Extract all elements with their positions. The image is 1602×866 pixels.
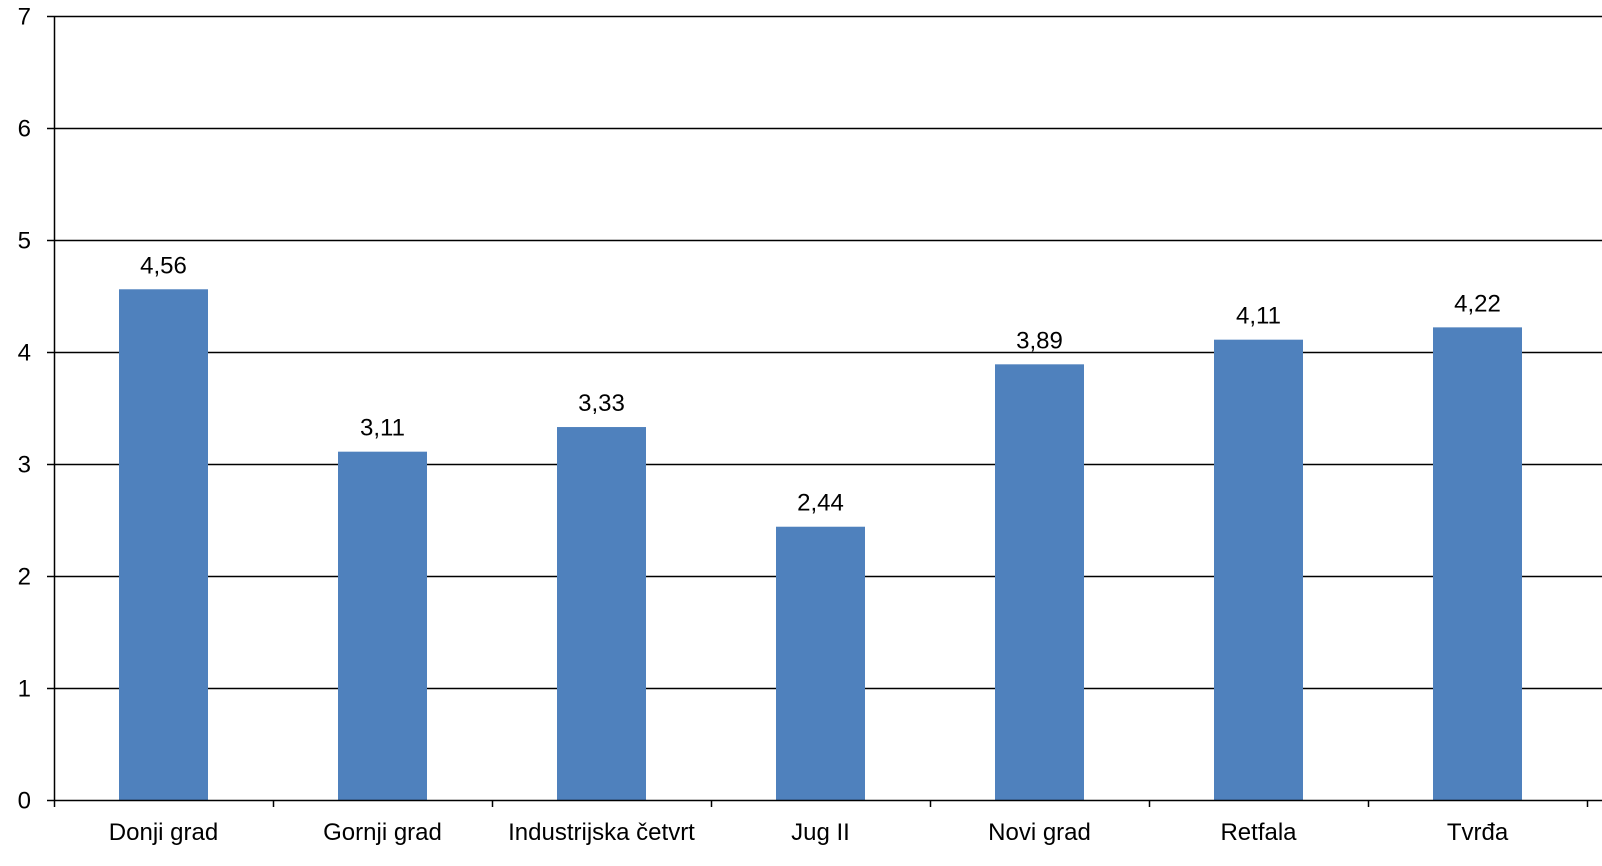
x-tick-label: Gornji grad [323,819,442,846]
x-tick-label: Jug II [791,819,850,846]
bar [1433,327,1522,800]
bars [119,289,1522,800]
y-tick-label: 1 [18,676,31,703]
y-tick-label: 3 [18,452,31,479]
bar [119,289,208,800]
data-label: 2,44 [797,490,844,517]
y-tick-label: 5 [18,228,31,255]
bar [995,364,1084,800]
x-tick-label: Tvrđa [1447,819,1509,846]
data-label: 4,22 [1454,290,1501,317]
y-tick-label: 0 [18,788,31,815]
y-tick-label: 4 [18,340,31,367]
bar [776,527,865,800]
bar [557,427,646,800]
data-label: 4,11 [1236,303,1281,330]
data-label: 4,56 [140,252,187,279]
bar [338,452,427,800]
x-tick-label: Retfala [1220,819,1297,846]
data-label: 3,11 [360,415,405,442]
x-tick-label: Donji grad [109,819,218,846]
bar [1214,340,1303,800]
y-tick-label: 6 [18,116,31,143]
x-tick-label: Industrijska četvrt [508,819,695,846]
y-tick-label: 2 [18,564,31,591]
y-tick-label: 7 [18,4,31,31]
data-label: 3,89 [1016,327,1063,354]
data-label: 3,33 [578,390,625,417]
x-tick-label: Novi grad [988,819,1091,846]
